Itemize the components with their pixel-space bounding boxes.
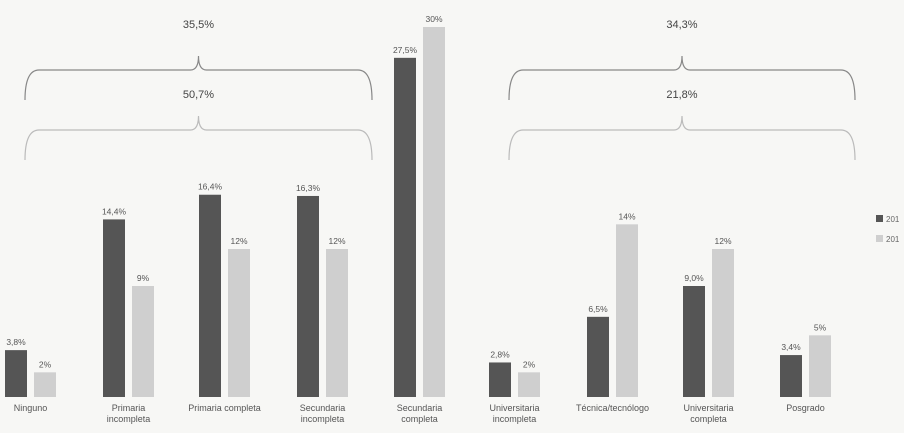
bracket-label-2: 34,3% (666, 19, 697, 31)
value-label-series1-4: 27,5% (393, 45, 418, 55)
bar-series1-8 (780, 355, 802, 397)
bar-series1-4 (394, 57, 416, 397)
value-label-series2-5: 2% (523, 359, 536, 369)
bar-series2-8 (809, 335, 831, 397)
bracket-label-3: 21,8% (666, 89, 697, 101)
value-label-series2-6: 14% (618, 211, 635, 221)
category-label-1-0: Primaria (112, 403, 146, 413)
value-label-series2-4: 30% (425, 14, 442, 24)
bar-series2-2 (228, 249, 250, 397)
bar-series2-7 (712, 249, 734, 397)
value-label-series1-8: 3,4% (781, 342, 801, 352)
value-label-series2-1: 9% (137, 273, 150, 283)
value-label-series1-1: 14,4% (102, 206, 127, 216)
bar-series2-0 (34, 372, 56, 397)
bar-series2-4 (423, 27, 445, 397)
category-label-1-1: incompleta (107, 414, 151, 424)
category-label-3-1: incompleta (301, 414, 345, 424)
bracket-label-1: 50,7% (183, 89, 214, 101)
category-label-7-1: completa (690, 414, 727, 424)
category-label-5-1: incompleta (493, 414, 537, 424)
bracket-label-0: 35,5% (183, 19, 214, 31)
bar-series1-1 (103, 219, 125, 397)
legend-label-1: 201 (886, 235, 900, 244)
bracket-3 (508, 115, 856, 161)
bar-series1-7 (683, 286, 705, 397)
value-label-series1-2: 16,4% (198, 182, 223, 192)
value-label-series1-0: 3,8% (6, 337, 26, 347)
legend-label-0: 201 (886, 215, 900, 224)
bar-series2-6 (616, 224, 638, 397)
value-label-series2-2: 12% (230, 236, 247, 246)
bar-series1-6 (587, 316, 609, 397)
bracket-2 (508, 55, 856, 101)
legend-swatch-1 (876, 235, 883, 242)
value-label-series1-3: 16,3% (296, 183, 321, 193)
category-label-7-0: Universitaria (683, 403, 733, 413)
value-label-series1-7: 9,0% (684, 273, 704, 283)
bracket-0 (24, 55, 373, 101)
bar-series1-3 (297, 195, 319, 397)
bar-series2-3 (326, 249, 348, 397)
bar-series2-5 (518, 372, 540, 397)
value-label-series1-6: 6,5% (588, 304, 608, 314)
legend-swatch-0 (876, 215, 883, 222)
category-label-4-1: completa (401, 414, 438, 424)
category-label-5-0: Universitaria (489, 403, 539, 413)
bar-series1-0 (5, 350, 27, 397)
category-label-6-0: Técnica/tecnólogo (576, 403, 649, 413)
bar-series1-5 (489, 362, 511, 397)
value-label-series2-3: 12% (328, 236, 345, 246)
category-label-0-0: Ninguno (14, 403, 48, 413)
category-label-4-0: Secundaria (397, 403, 443, 413)
bar-series1-2 (199, 194, 221, 397)
category-label-2-0: Primaria completa (188, 403, 261, 413)
value-label-series1-5: 2,8% (490, 349, 510, 359)
category-label-3-0: Secundaria (300, 403, 346, 413)
value-label-series2-0: 2% (39, 359, 52, 369)
value-label-series2-8: 5% (814, 322, 827, 332)
category-label-8-0: Posgrado (786, 403, 825, 413)
bracket-1 (24, 115, 373, 161)
bar-series2-1 (132, 286, 154, 397)
value-label-series2-7: 12% (714, 236, 731, 246)
